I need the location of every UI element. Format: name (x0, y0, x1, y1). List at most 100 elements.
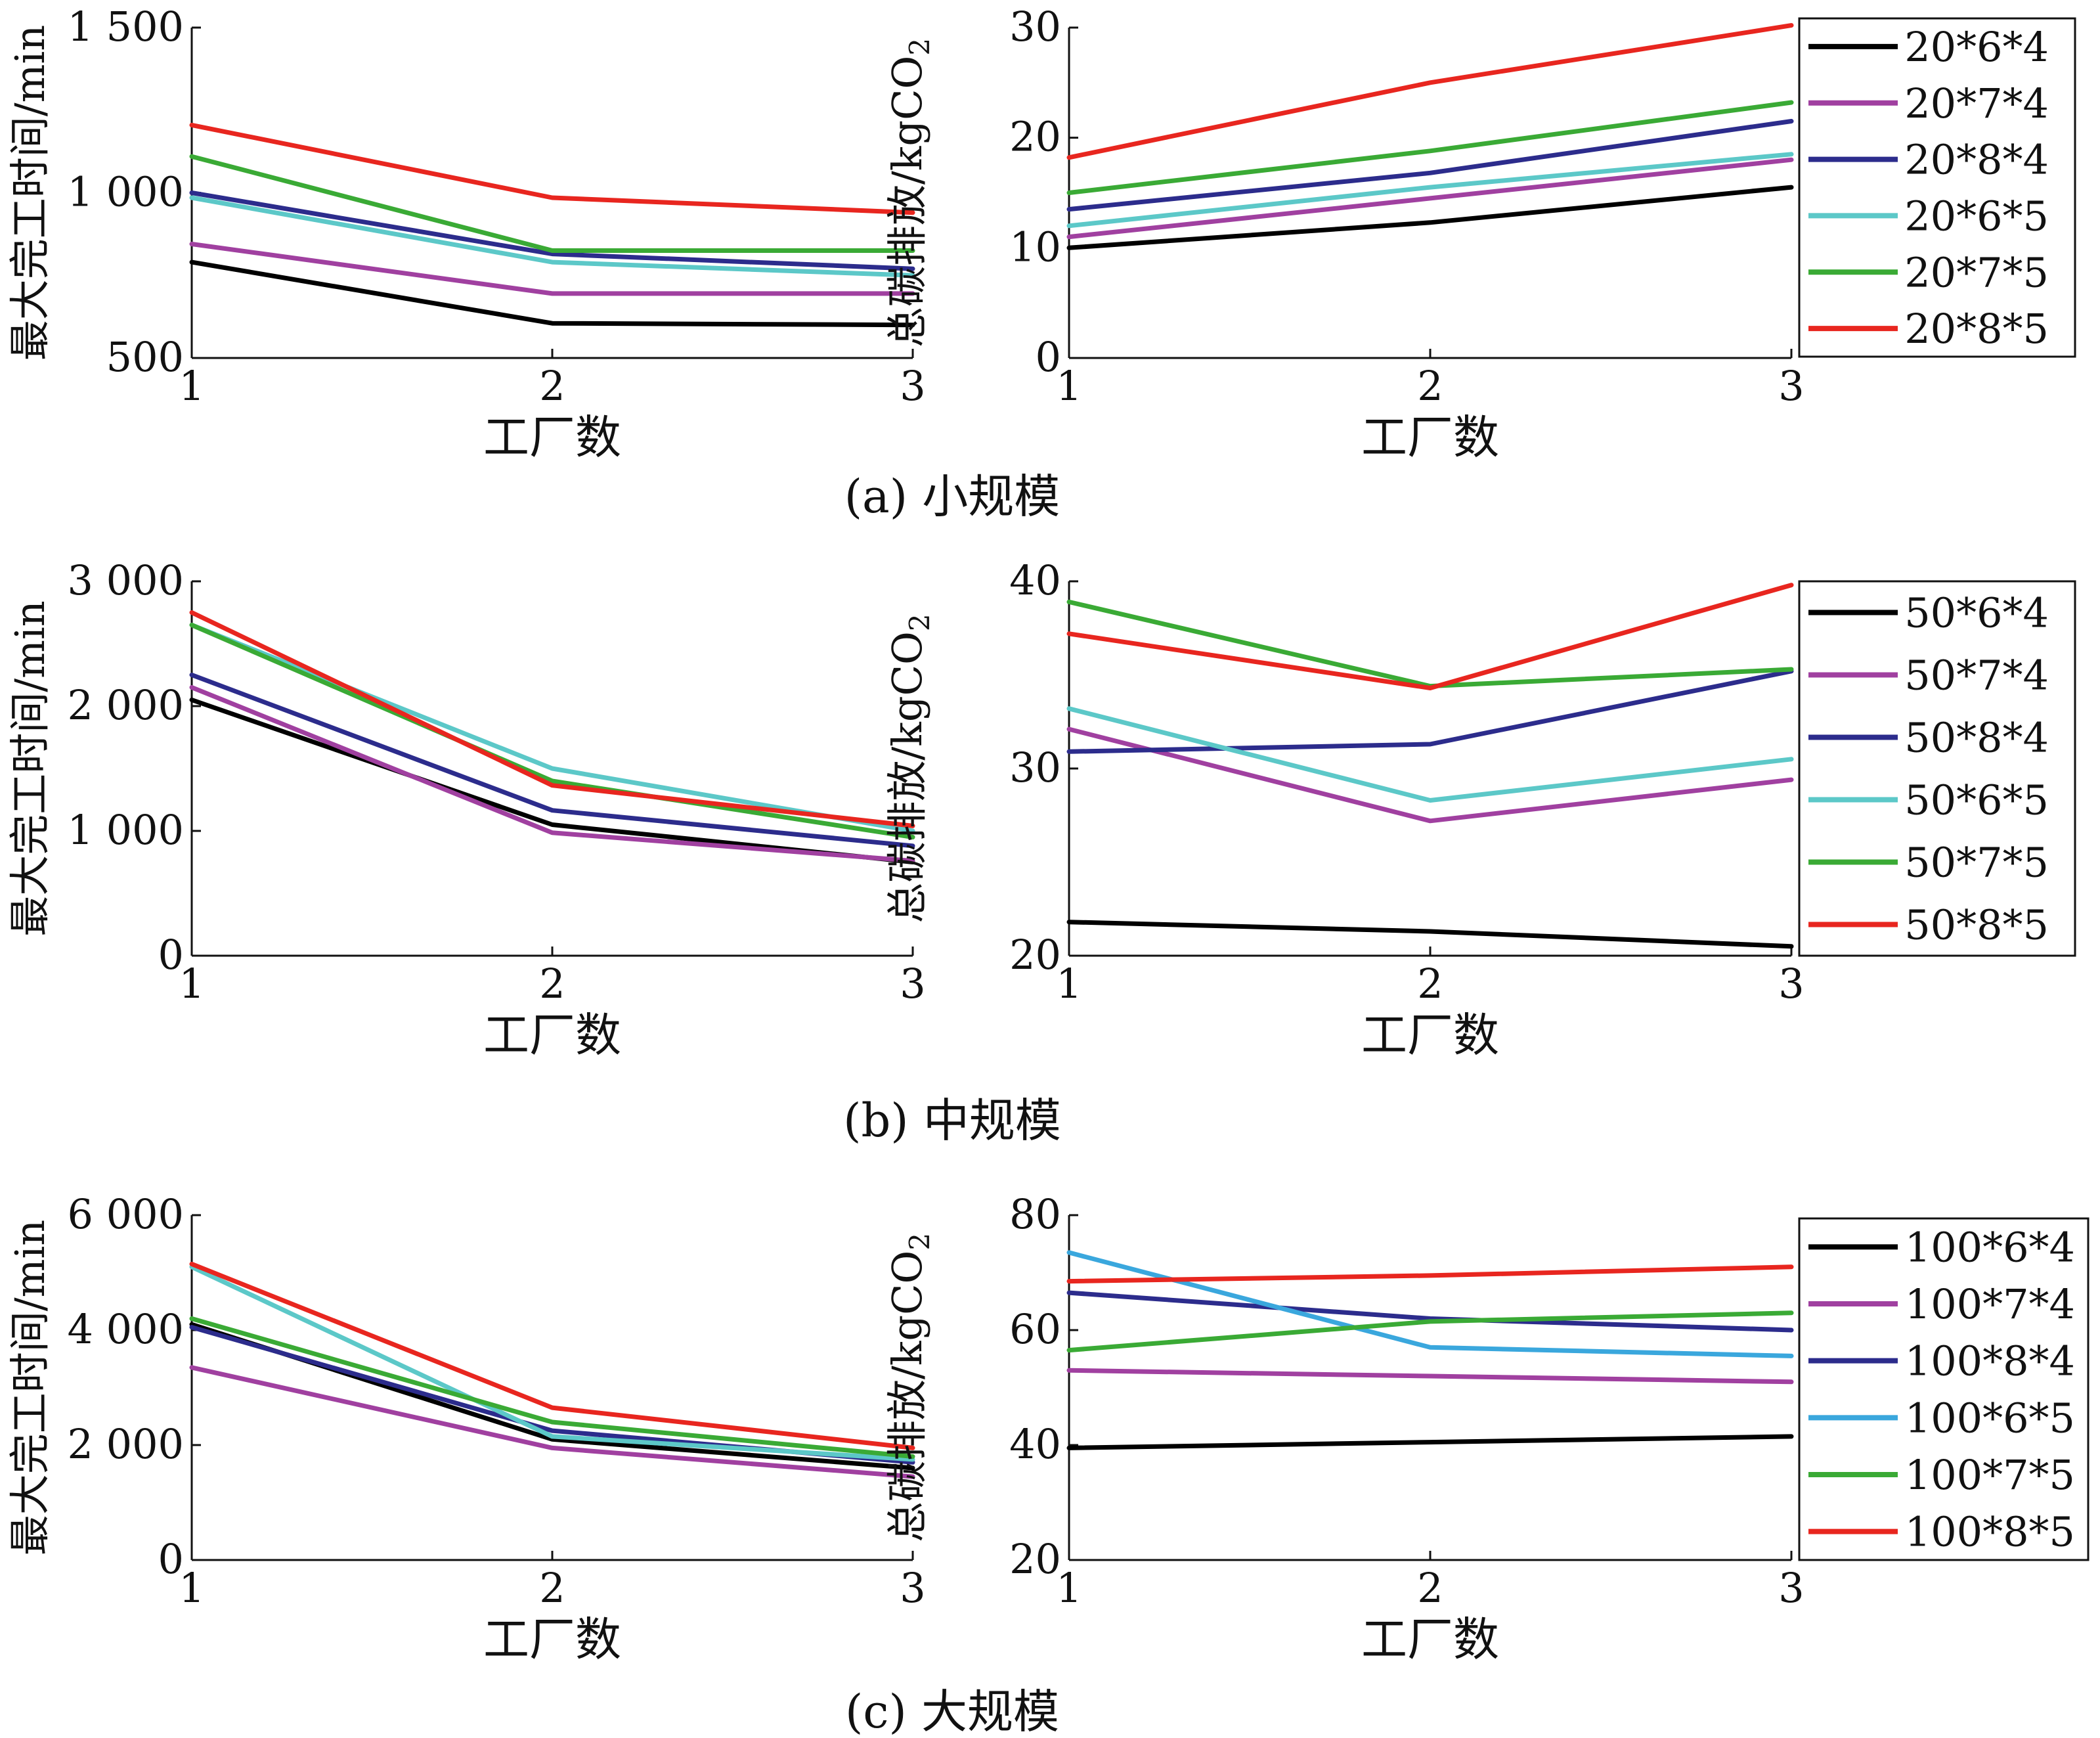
x-axis-label: 工厂数 (1361, 411, 1499, 464)
series-line-6 (1066, 23, 1794, 160)
legend-label: 20*6*4 (1904, 23, 2049, 71)
x-tick-label: 3 (900, 362, 925, 410)
caption-a: (a) 小规模 (844, 470, 1061, 524)
y-axis-label: 最大完工时间/min (6, 1220, 54, 1555)
x-tick-label: 3 (1778, 1564, 1804, 1612)
x-tick-label: 2 (539, 1564, 565, 1612)
series-line-4 (189, 1264, 915, 1462)
legend-label: 50*7*5 (1904, 839, 2049, 887)
series-line-5 (189, 154, 915, 253)
x-tick-label: 3 (1778, 362, 1804, 410)
x-tick-label: 1 (179, 960, 204, 1008)
x-tick-label: 2 (1417, 1564, 1443, 1612)
y-tick-label: 3 000 (68, 556, 185, 604)
series-line-6 (189, 610, 915, 828)
x-tick-label: 1 (1056, 960, 1082, 1008)
legend-label: 50*7*4 (1904, 652, 2049, 700)
y-tick-label: 0 (158, 931, 184, 979)
series-line-4 (189, 623, 915, 834)
y-tick-label: 1 000 (68, 168, 185, 216)
legend-label: 50*8*4 (1904, 714, 2049, 762)
caption-b: (b) 中规模 (843, 1094, 1061, 1148)
legend-label: 50*6*4 (1904, 589, 2049, 637)
series-line-3 (1066, 119, 1794, 212)
x-axis-label: 工厂数 (483, 1613, 621, 1666)
legend-box (1798, 17, 2076, 358)
series-line-1 (1066, 185, 1794, 250)
legend-label: 100*8*5 (1905, 1508, 2075, 1556)
legend-label: 100*6*4 (1905, 1223, 2075, 1271)
legend-label: 50*6*5 (1904, 776, 2049, 824)
chart-panel-2: 0 10 20 30 1 2 3 工厂数 总碳排放/kgCO2 20*6*4 20*7*4 20*8*… (883, 3, 2076, 464)
y-tick-label: 1 000 (68, 806, 185, 854)
legend-label: 20*8*5 (1904, 305, 2049, 353)
x-tick-label: 1 (179, 1564, 204, 1612)
y-tick-label: 1 500 (68, 3, 185, 51)
series-line-6 (189, 1261, 915, 1450)
y-tick-label: 20 (1009, 931, 1061, 979)
legend-label: 20*7*4 (1904, 79, 2049, 127)
series-line-5 (189, 1316, 915, 1459)
legend-label: 100*8*4 (1905, 1337, 2075, 1385)
x-tick-label: 1 (179, 362, 204, 410)
legend-box (1798, 580, 2076, 957)
series-line-4 (1066, 152, 1794, 229)
x-axis-label: 工厂数 (483, 411, 621, 464)
series-line-6 (1066, 1264, 1794, 1284)
y-tick-label: 80 (1009, 1190, 1061, 1238)
x-axis-label: 工厂数 (483, 1008, 621, 1062)
y-axis-label-subscript: 2 (904, 613, 936, 631)
series-line-1 (1066, 920, 1794, 949)
y-tick-label: 20 (1009, 1535, 1061, 1583)
series-line-2 (189, 1365, 915, 1479)
y-tick-label: 2 000 (68, 1420, 185, 1468)
y-tick-label: 40 (1009, 1420, 1061, 1468)
legend: 20*6*4 20*7*4 20*8*4 20*6*5 20*7*5 20*8*5 (1798, 17, 2076, 358)
series-line-5 (189, 623, 915, 839)
x-tick-label: 3 (1778, 960, 1804, 1008)
legend-box (1798, 1217, 2089, 1561)
x-tick-label: 2 (539, 362, 565, 410)
y-axis-label: 总碳排放/kgCO2 (883, 1233, 936, 1542)
x-tick-label: 1 (1056, 1564, 1082, 1612)
y-tick-label: 30 (1009, 3, 1061, 51)
y-axis-label-subscript: 2 (904, 38, 936, 56)
series-line-2 (189, 685, 915, 864)
y-tick-label: 40 (1009, 556, 1061, 604)
series-line-4 (189, 195, 915, 278)
y-axis-label: 最大完工时间/min (6, 25, 54, 361)
series-line-2 (1066, 157, 1794, 240)
x-axis-label: 工厂数 (1361, 1008, 1499, 1062)
series-line-2 (1066, 726, 1794, 824)
legend-label: 20*7*5 (1904, 248, 2049, 296)
series-line-6 (1066, 583, 1794, 690)
chart-panel-5: 0 2 000 4 000 6 000 1 2 3 工厂数 最大完工时间/min (6, 1190, 926, 1666)
x-tick-label: 1 (1056, 362, 1082, 410)
y-tick-label: 2 000 (68, 681, 185, 729)
chart-panel-1: 500 1 000 1 500 1 2 3 工厂数 最大完工时间/min (6, 3, 926, 464)
series-line-3 (189, 190, 915, 271)
y-tick-label: 60 (1009, 1305, 1061, 1353)
series-line-5 (1066, 1310, 1794, 1353)
series-line-2 (1066, 1368, 1794, 1385)
y-tick-label: 0 (158, 1535, 184, 1583)
y-axis-label: 总碳排放/kgCO2 (883, 613, 936, 923)
caption-c: (c) 大规模 (845, 1685, 1059, 1738)
x-tick-label: 3 (900, 1564, 925, 1612)
y-axis-label-subscript: 2 (904, 1233, 936, 1251)
y-tick-label: 10 (1009, 223, 1061, 271)
series-line-5 (1066, 100, 1794, 195)
legend-label: 100*7*4 (1905, 1280, 2075, 1328)
series-line-1 (1066, 1434, 1794, 1450)
y-tick-label: 20 (1009, 113, 1061, 161)
legend: 50*6*4 50*7*4 50*8*4 50*6*5 50*7*5 50*8*5 (1798, 580, 2076, 957)
y-tick-label: 500 (106, 333, 184, 381)
x-tick-label: 2 (1417, 362, 1443, 410)
chart-panel-3: 0 1 000 2 000 3 000 1 2 3 工厂数 最大完工时间/min (6, 556, 926, 1062)
chart-panel-4: 20 30 40 1 2 3 工厂数 总碳排放/kgCO2 50*6*4 50*7*4 50*8*4… (883, 556, 2076, 1062)
y-axis-label: 最大完工时间/min (6, 600, 54, 936)
legend-label: 100*7*5 (1905, 1451, 2075, 1499)
legend-label: 50*8*5 (1904, 901, 2049, 949)
